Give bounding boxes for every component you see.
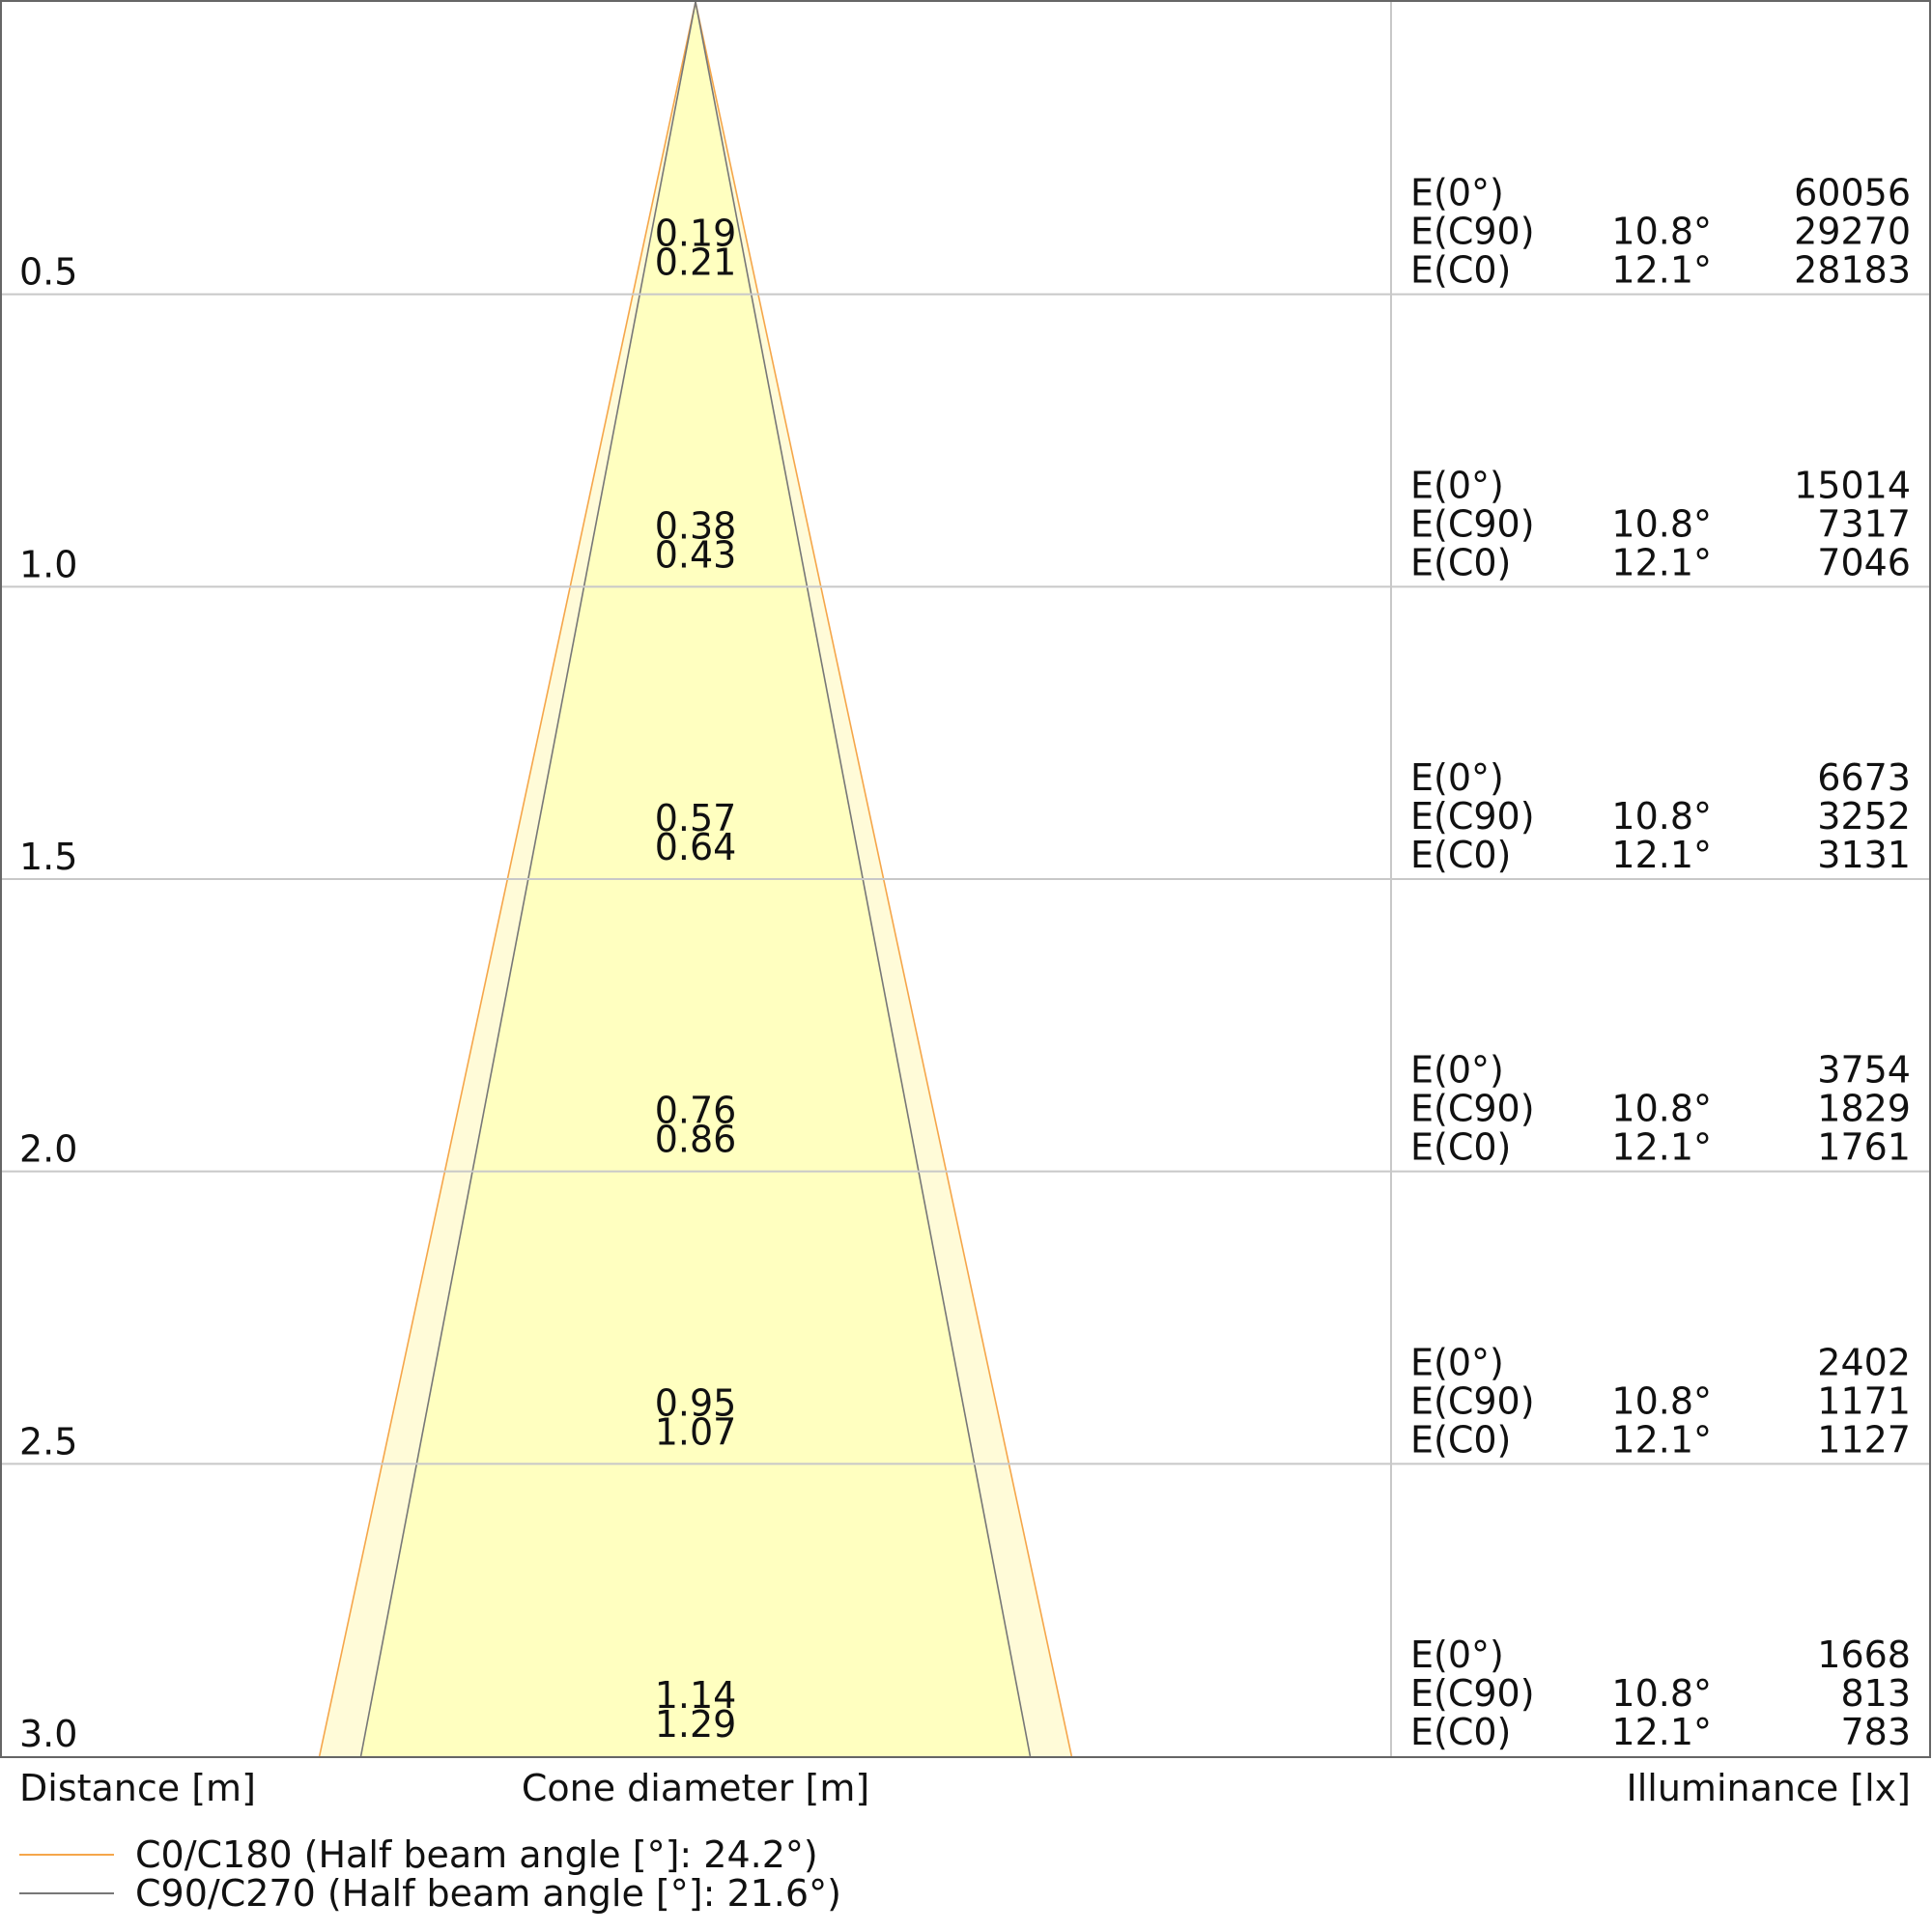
illuminance-value-1-0: 15014: [1794, 464, 1911, 506]
distance-label-4: 2.5: [19, 1420, 77, 1463]
cone-diameter-c0-1: 0.43: [655, 533, 737, 576]
angle-c0-4: 12.1°: [1611, 1418, 1712, 1461]
legend-label-c0: C0/C180 (Half beam angle [°]: 24.2°): [135, 1833, 818, 1876]
distance-label-0: 0.5: [19, 251, 77, 294]
illuminance-row-label-5-2: E(C0): [1410, 1711, 1511, 1753]
illuminance-value-5-0: 1668: [1817, 1634, 1911, 1676]
cone-diameter-c90-3: 0.76: [655, 1090, 737, 1132]
cone-diameter-c90-2: 0.57: [655, 797, 737, 839]
illuminance-value-4-1: 1171: [1817, 1379, 1911, 1422]
illuminance-row-label-0-0: E(0°): [1410, 172, 1504, 214]
illuminance-value-2-0: 6673: [1817, 756, 1911, 799]
angle-c90-4: 10.8°: [1611, 1379, 1712, 1422]
cone-diameter-c0-0: 0.21: [655, 242, 737, 284]
distance-axis-label: Distance [m]: [19, 1767, 256, 1809]
illuminance-row-label-5-0: E(0°): [1410, 1634, 1504, 1676]
illuminance-row-label-3-2: E(C0): [1410, 1126, 1511, 1169]
illuminance-row-label-2-0: E(0°): [1410, 756, 1504, 799]
angle-c90-5: 10.8°: [1611, 1672, 1712, 1715]
illuminance-value-3-2: 1761: [1817, 1126, 1911, 1169]
illuminance-value-3-1: 1829: [1817, 1088, 1911, 1130]
illuminance-value-4-0: 2402: [1817, 1341, 1911, 1383]
legend-label-c90: C90/C270 (Half beam angle [°]: 21.6°): [135, 1872, 841, 1915]
cone-diameter-axis-label: Cone diameter [m]: [522, 1767, 869, 1809]
cone-diameter-c90-1: 0.38: [655, 504, 737, 547]
angle-c0-5: 12.1°: [1611, 1711, 1712, 1753]
illuminance-row-label-1-2: E(C0): [1410, 541, 1511, 583]
illuminance-row-label-0-2: E(C0): [1410, 249, 1511, 292]
illuminance-value-2-2: 3131: [1817, 834, 1911, 876]
illuminance-value-0-1: 29270: [1794, 211, 1911, 253]
illuminance-row-label-3-1: E(C90): [1410, 1088, 1535, 1130]
cone-diameter-c0-4: 1.07: [655, 1410, 737, 1453]
illuminance-row-label-1-1: E(C90): [1410, 502, 1535, 545]
angle-c90-1: 10.8°: [1611, 502, 1712, 545]
plot-frame: [0, 0, 1931, 1758]
angle-c90-0: 10.8°: [1611, 211, 1712, 253]
distance-label-3: 2.0: [19, 1128, 77, 1171]
legend: C0/C180 (Half beam angle [°]: 24.2°) C90…: [19, 1833, 841, 1915]
illuminance-row-label-0-1: E(C90): [1410, 211, 1535, 253]
angle-c0-1: 12.1°: [1611, 541, 1712, 583]
cone-diameter-c90-0: 0.19: [655, 213, 737, 255]
illuminance-value-5-1: 813: [1840, 1672, 1911, 1715]
illuminance-row-label-4-2: E(C0): [1410, 1418, 1511, 1461]
cone-diameter-c90-5: 1.14: [655, 1674, 737, 1717]
illuminance-value-1-1: 7317: [1817, 502, 1911, 545]
illuminance-value-1-2: 7046: [1817, 541, 1911, 583]
illuminance-row-label-1-0: E(0°): [1410, 464, 1504, 506]
illuminance-value-2-1: 3252: [1817, 795, 1911, 838]
cone-diameter-c0-5: 1.29: [655, 1703, 737, 1746]
illuminance-value-3-0: 3754: [1817, 1049, 1911, 1092]
angle-c0-2: 12.1°: [1611, 834, 1712, 876]
cone-diameter-c0-2: 0.64: [655, 826, 737, 868]
angle-c0-0: 12.1°: [1611, 249, 1712, 292]
illuminance-row-label-2-1: E(C90): [1410, 795, 1535, 838]
data-labels: 0.5 0.190.21 E(0°) 60056 E(C90) 29270 E(C0) 281…: [19, 172, 1911, 1755]
cone-diameter-c90-4: 0.95: [655, 1381, 737, 1424]
illuminance-axis-label: Illuminance [lx]: [1627, 1767, 1911, 1809]
illuminance-value-0-2: 28183: [1794, 249, 1911, 292]
angle-c90-2: 10.8°: [1611, 795, 1712, 838]
distance-label-2: 1.5: [19, 836, 77, 878]
illuminance-row-label-2-2: E(C0): [1410, 834, 1511, 876]
illuminance-row-label-3-0: E(0°): [1410, 1049, 1504, 1092]
distance-label-5: 3.0: [19, 1713, 77, 1755]
illuminance-row-label-5-1: E(C90): [1410, 1672, 1535, 1715]
illuminance-value-0-0: 60056: [1794, 172, 1911, 214]
illuminance-value-5-2: 783: [1840, 1711, 1911, 1753]
illuminance-value-4-2: 1127: [1817, 1418, 1911, 1461]
grid-lines: [0, 2, 1930, 1756]
distance-label-1: 1.0: [19, 543, 77, 585]
angle-c0-3: 12.1°: [1611, 1126, 1712, 1169]
cone-diameter-c0-3: 0.86: [655, 1119, 737, 1161]
angle-c90-3: 10.8°: [1611, 1088, 1712, 1130]
illuminance-row-label-4-0: E(0°): [1410, 1341, 1504, 1383]
illuminance-row-label-4-1: E(C90): [1410, 1379, 1535, 1422]
